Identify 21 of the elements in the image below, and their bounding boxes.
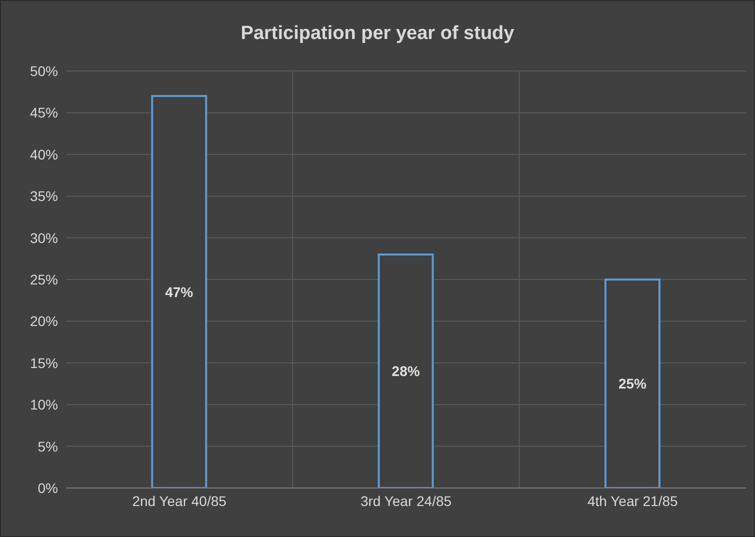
y-tick-label: 30%	[30, 230, 58, 246]
y-tick-label: 40%	[30, 146, 58, 162]
x-tick-label: 4th Year 21/85	[588, 492, 678, 509]
bar	[378, 253, 434, 488]
chart-title: Participation per year of study	[240, 23, 516, 45]
y-tick-label: 5%	[38, 438, 58, 454]
y-tick-label: 20%	[30, 313, 58, 330]
y-tick-label: 35%	[30, 188, 58, 204]
data-label: 28%	[392, 363, 420, 380]
data-label: 25%	[618, 376, 648, 392]
y-tick-label: 50%	[30, 62, 58, 79]
bar	[604, 278, 660, 488]
x-tick-label: 2nd Year 40/85	[132, 492, 227, 509]
y-tick-label: 45%	[30, 104, 58, 121]
bar	[151, 95, 208, 488]
data-label: 47%	[165, 284, 194, 300]
y-tick-label: 0%	[38, 480, 58, 496]
x-tick-label: 3rd Year 24/85	[360, 492, 452, 509]
y-tick-label: 10%	[30, 396, 58, 413]
y-tick-label: 15%	[30, 354, 58, 371]
y-tick-label: 25%	[30, 271, 58, 288]
